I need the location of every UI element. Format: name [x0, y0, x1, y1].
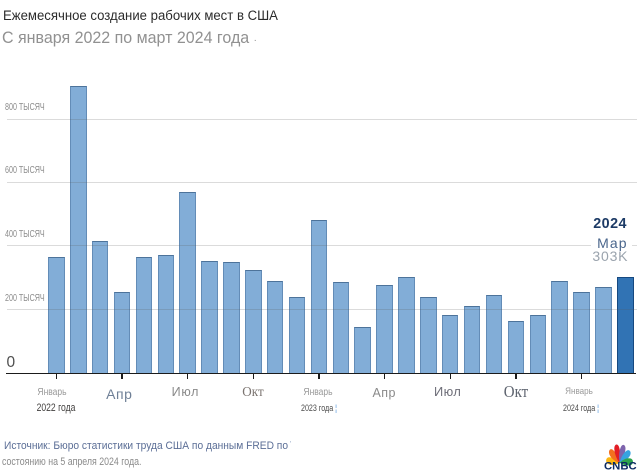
- svg-text:CNBC: CNBC: [604, 461, 637, 473]
